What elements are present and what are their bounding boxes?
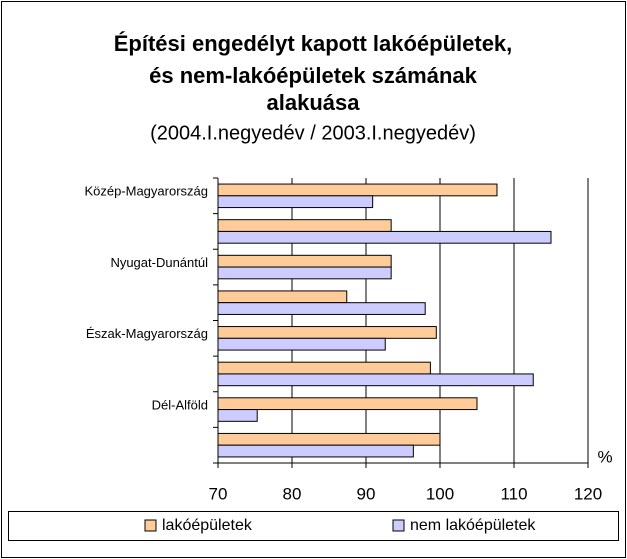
bar	[217, 195, 374, 209]
chart-title: alakuása	[267, 90, 361, 115]
y-tick-label: Közép-Magyarország	[84, 184, 208, 199]
bar	[217, 432, 441, 446]
chart-title: és nem-lakóépületek számának	[149, 63, 477, 88]
x-axis-label: %	[597, 447, 612, 466]
legend-label: lakóépületek	[162, 517, 253, 534]
bar	[217, 230, 552, 244]
x-tick-label: 100	[426, 484, 454, 503]
bar	[217, 302, 426, 315]
bar	[217, 254, 392, 268]
bar	[217, 373, 534, 387]
bar	[217, 397, 478, 411]
bar	[217, 444, 414, 458]
bar	[217, 326, 437, 339]
bar	[217, 361, 431, 375]
x-tick-label: 70	[209, 484, 228, 503]
legend-label: nem lakóépületek	[410, 517, 536, 534]
chart-subtitle: (2004.I.negyedév / 2003.I.negyedév)	[150, 122, 476, 144]
x-tick-label: 120	[574, 484, 602, 503]
bar	[217, 409, 258, 422]
bar	[217, 337, 386, 351]
chart-title: Építési engedélyt kapott lakóépületek,	[114, 31, 513, 56]
x-tick-label: 80	[283, 484, 302, 503]
legend-swatch	[144, 519, 157, 532]
legend-swatch	[392, 519, 405, 532]
bar	[217, 290, 348, 304]
y-tick-label: Dél-Alföld	[152, 397, 208, 412]
y-tick-label: Észak-Magyarország	[86, 326, 208, 341]
legend	[8, 511, 619, 541]
bar	[217, 266, 392, 280]
x-tick-label: 90	[357, 484, 376, 503]
bar	[217, 219, 392, 232]
bar	[217, 183, 498, 197]
x-tick-label: 110	[500, 484, 527, 503]
y-tick-label: Nyugat-Dunántúl	[110, 255, 208, 270]
